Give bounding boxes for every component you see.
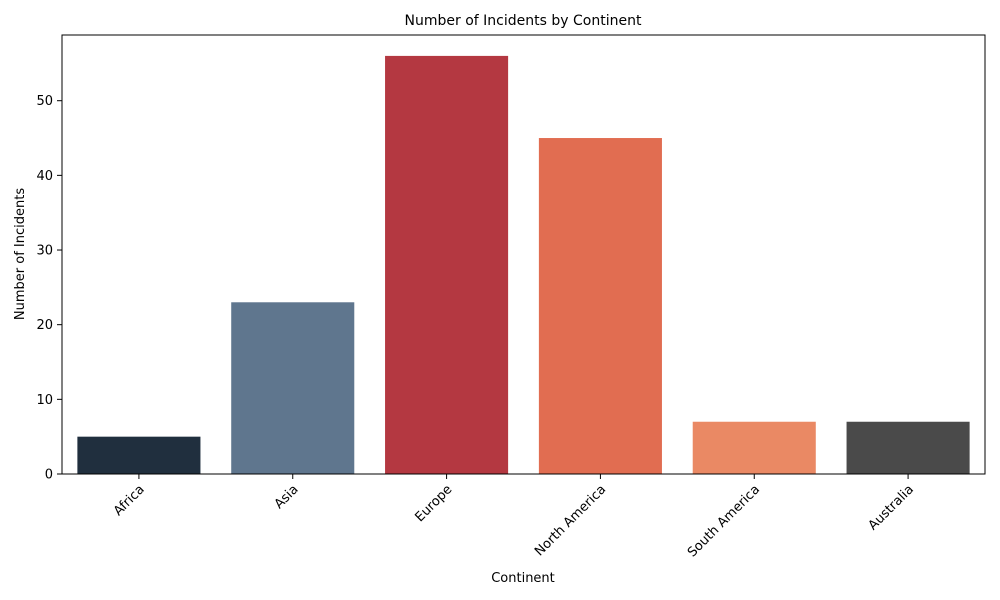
bar-asia: [231, 302, 355, 474]
y-axis-label: Number of Incidents: [13, 188, 28, 320]
y-axis-ticks: 0 10 20 30 40 50: [36, 94, 62, 483]
x-tick-label: Asia: [272, 482, 302, 512]
bar-south-america: [692, 421, 816, 474]
plot-area: [61, 34, 986, 475]
chart-title: Number of Incidents by Continent: [405, 13, 642, 29]
y-tick-label: 10: [36, 393, 53, 408]
x-tick-label: North America: [532, 482, 609, 559]
bar-europe: [385, 55, 509, 475]
bar-africa: [77, 436, 201, 474]
x-axis-ticks: Africa Asia Europe North America South Ameri…: [111, 474, 917, 560]
y-tick-label: 30: [36, 244, 53, 259]
x-tick-label: Australia: [866, 482, 917, 533]
x-axis-label: Continent: [491, 571, 555, 586]
bar-north-america: [538, 138, 662, 474]
x-tick-label: Africa: [111, 482, 148, 519]
bar-australia: [846, 421, 970, 474]
y-tick-label: 0: [45, 468, 53, 483]
x-tick-label: South America: [685, 482, 763, 560]
plot-frame: [61, 34, 986, 475]
y-tick-label: 20: [36, 318, 53, 333]
y-tick-label: 40: [36, 169, 53, 184]
x-tick-label: Europe: [412, 482, 455, 525]
y-tick-label: 50: [36, 94, 53, 109]
